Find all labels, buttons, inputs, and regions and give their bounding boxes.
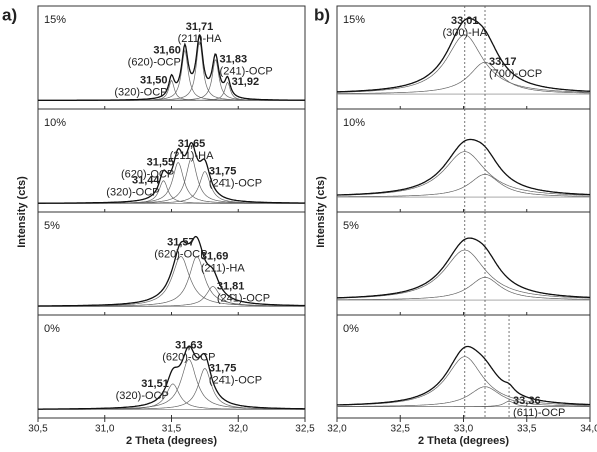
fit-curve — [337, 345, 590, 406]
peak-position: 31,44 — [132, 175, 160, 187]
peak-name: (24̄1)-OCP — [209, 178, 262, 190]
component-peak — [38, 81, 305, 101]
peak-position: 31,51 — [141, 378, 169, 390]
x-tick-label: 32,0 — [327, 424, 347, 435]
subplot-label: 10% — [343, 117, 365, 129]
peak-name: (24̄1)-OCP — [209, 374, 262, 386]
component-peak — [337, 386, 590, 407]
subplot-label: 5% — [343, 220, 359, 232]
fit-curve — [38, 34, 305, 101]
x-tick-label: 32,0 — [229, 424, 249, 435]
component-peak — [337, 61, 590, 94]
component-peak — [38, 180, 305, 204]
fit-curve — [337, 17, 591, 93]
peak-name: (24̄1)-OCP — [217, 292, 270, 304]
peak-name: (620)-OCP — [162, 351, 215, 363]
x-tick-label: 31,0 — [95, 424, 115, 435]
peak-position: 31,71 — [186, 21, 214, 33]
peak-position: 31,83 — [220, 53, 248, 65]
x-tick-label: 34,0 — [580, 424, 597, 435]
component-peak — [337, 249, 590, 299]
subplot-label: 15% — [44, 14, 66, 26]
component-peak — [337, 276, 591, 301]
peak-position: 31,75 — [209, 362, 237, 374]
component-peak — [38, 368, 305, 410]
peak-position: 31,57 — [167, 236, 195, 248]
component-peak — [337, 400, 590, 408]
x-tick-label: 32,5 — [295, 424, 315, 435]
component-peak — [38, 79, 305, 101]
x-tick-label: 33,5 — [517, 424, 537, 435]
peak-name: (611)-OCP — [513, 407, 565, 419]
peak-position: 31,81 — [217, 280, 245, 292]
peak-name: (211)-HA — [170, 150, 214, 162]
subplot-label: 0% — [343, 323, 359, 335]
panel-label: b) — [314, 5, 330, 24]
component-peak — [38, 383, 305, 410]
fit-curve — [337, 237, 590, 299]
subplot-label: 10% — [44, 117, 66, 129]
subplot-label: 5% — [44, 220, 60, 232]
peak-position: 31,69 — [201, 250, 229, 262]
peak-position: 33,36 — [513, 395, 541, 407]
peak-name: (300)-HA — [442, 27, 487, 39]
component-peak — [337, 173, 591, 198]
x-tick-label: 31,5 — [162, 424, 182, 435]
peak-position: 33,17 — [489, 56, 517, 68]
component-peak — [336, 356, 590, 406]
peak-name: (320)-OCP — [106, 187, 159, 199]
x-axis-label: 2 Theta (degrees) — [418, 435, 509, 447]
peak-position: 33,01 — [451, 15, 479, 27]
peak-name: (241)-OCP — [220, 65, 273, 77]
peak-position: 31,55 — [147, 156, 175, 168]
y-axis-label: Intensity (cts) — [315, 176, 327, 248]
fit-curve — [337, 138, 591, 196]
fit-curve — [38, 235, 306, 307]
peak-position: 31,75 — [209, 166, 237, 178]
y-axis-label: Intensity (cts) — [16, 176, 28, 248]
peak-position: 31,92 — [232, 76, 260, 88]
subplot-label: 0% — [44, 323, 60, 335]
x-tick-label: 33,0 — [454, 424, 474, 435]
peak-name: (700)-OCP — [489, 68, 542, 80]
x-tick-label: 32,5 — [391, 424, 411, 435]
component-peak — [336, 151, 590, 196]
peak-name: (320)-OCP — [116, 390, 169, 402]
peak-position: 31,65 — [178, 138, 206, 150]
fit-curve — [38, 345, 305, 410]
peak-name: (211)-HA — [178, 33, 222, 45]
subplot-frame — [37, 314, 306, 419]
peak-position: 31,63 — [175, 339, 203, 351]
peak-position: 31,60 — [153, 44, 181, 56]
peak-name: (620)-OCP — [154, 248, 207, 260]
component-peak — [38, 286, 305, 307]
panel-label: a) — [2, 5, 17, 24]
component-peak — [336, 34, 590, 93]
x-tick-label: 30,5 — [28, 424, 48, 435]
peak-name: (620)-OCP — [128, 56, 181, 68]
subplot-label: 15% — [343, 14, 365, 26]
x-axis-label: 2 Theta (degrees) — [126, 435, 217, 447]
peak-name: (320)-OCP — [114, 86, 167, 98]
fit-curve — [38, 141, 305, 204]
peak-position: 31,50 — [140, 74, 168, 86]
peak-name: (620)-OCP — [121, 168, 174, 180]
peak-name: (211)-HA — [201, 262, 245, 274]
